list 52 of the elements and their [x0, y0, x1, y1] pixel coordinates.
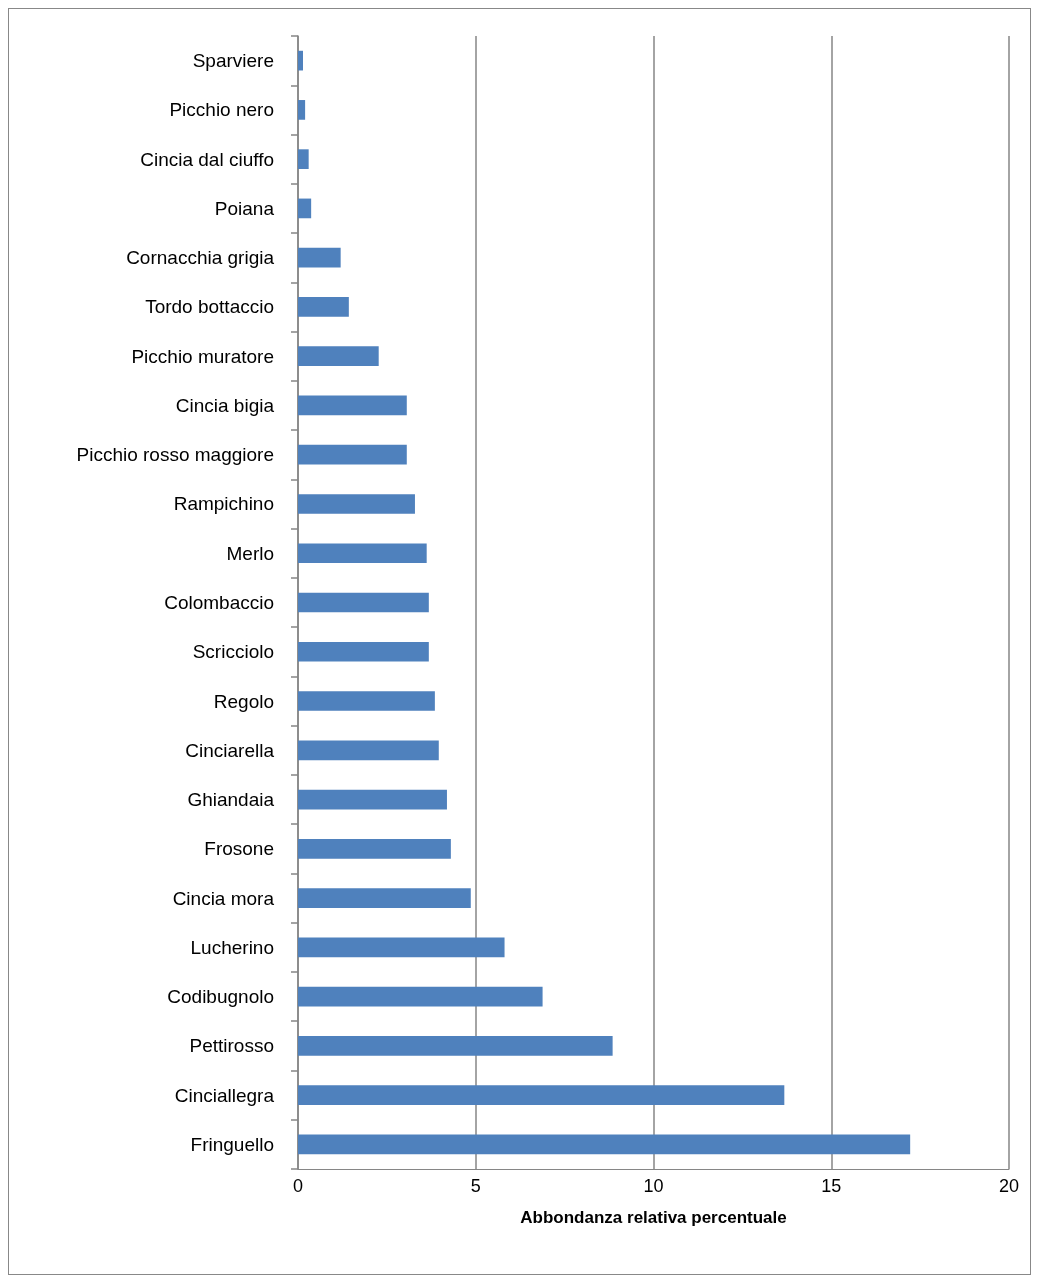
y-tick-label: Frosone [204, 838, 274, 860]
bar [298, 838, 451, 859]
y-tick-label: Cincia mora [172, 887, 275, 909]
bar [298, 937, 505, 958]
y-tick-label: Cinciarella [185, 739, 275, 761]
bar [298, 543, 427, 564]
y-tick-label: Picchio muratore [131, 345, 274, 367]
y-tick-label: Sparviere [192, 50, 274, 72]
bar [298, 50, 303, 71]
y-tick-label: Lucherino [190, 936, 274, 958]
y-tick-label: Cornacchia grigia [126, 247, 275, 269]
bar [298, 641, 429, 662]
y-tick-label: Cinciallegra [174, 1084, 275, 1106]
x-tick-label: 10 [643, 1176, 664, 1196]
y-tick-label: Rampichino [173, 493, 274, 515]
y-tick-label: Tordo bottaccio [145, 296, 274, 318]
x-tick-label: 0 [292, 1176, 304, 1196]
bar [298, 149, 309, 169]
y-tick-label: Ghiandaia [187, 789, 275, 811]
bar [298, 740, 439, 761]
bar [298, 198, 312, 219]
bar [298, 395, 407, 416]
y-tick-label: Merlo [226, 542, 274, 564]
bar [298, 592, 429, 613]
bar [298, 691, 435, 711]
x-axis-title: Abbondanza relativa percentuale [520, 1208, 787, 1227]
y-tick-label: Cincia bigia [175, 394, 275, 416]
bar [298, 444, 407, 465]
bar [298, 1036, 613, 1056]
y-tick-label: Codibugnolo [167, 986, 274, 1008]
bar [298, 100, 306, 120]
y-tick-label: Poiana [214, 197, 275, 219]
bar [298, 789, 447, 810]
x-tick-label: 5 [470, 1176, 481, 1196]
bar [298, 247, 341, 268]
y-tick-label: Regolo [213, 690, 274, 712]
bar [298, 986, 543, 1007]
bar [298, 297, 349, 317]
bar [298, 1085, 785, 1105]
bar [298, 494, 415, 514]
bar [298, 888, 471, 908]
y-tick-label: Picchio nero [169, 99, 274, 121]
y-tick-label: Picchio rosso maggiore [76, 444, 274, 466]
y-tick-label: Cincia dal ciuffo [140, 148, 274, 170]
y-tick-label: Scricciolo [192, 641, 274, 663]
bar [298, 1134, 911, 1155]
y-tick-label: Colombaccio [164, 592, 274, 613]
y-tick-label: Pettirosso [189, 1035, 274, 1057]
x-tick-label: 15 [821, 1176, 842, 1196]
x-tick-label: 20 [998, 1176, 1020, 1196]
bar [298, 346, 379, 367]
y-tick-label: Fringuello [190, 1133, 274, 1155]
